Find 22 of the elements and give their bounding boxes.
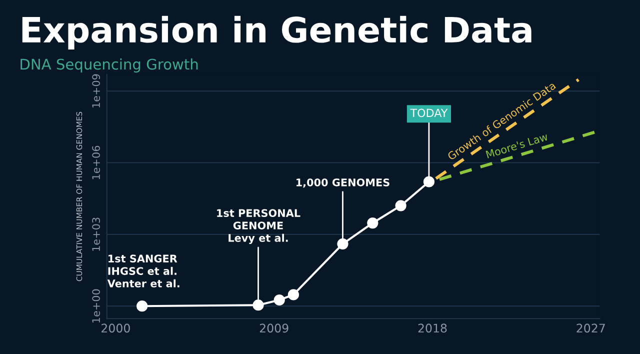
point [252,300,264,311]
y-tick-label: 1e+09 [92,74,100,108]
point [288,289,299,300]
chart-title: Expansion in Genetic Data [22,16,532,50]
annotation: 1st PERSONAL GENOME Levy et al. [217,209,300,244]
annotation: 1st SANGER IHGSC et al. Venter et al. [107,254,180,288]
y-tick-label: 1e+03 [92,218,100,251]
x-tick-label: 2018 [418,324,447,333]
point [423,176,435,188]
y-tick-label: 1e+06 [92,146,100,180]
y-tick-label: 1e+00 [92,289,100,322]
annotation: 1,000 GENOMES [296,178,390,188]
x-tick-label: 2009 [260,324,288,333]
chart-subtitle: DNA Sequencing Growth [20,58,198,73]
point [367,217,378,229]
x-tick-label: 2027 [576,324,605,333]
annotation: TODAY [410,108,448,118]
point [136,300,148,312]
x-tick-label: 2000 [102,324,130,333]
point [274,294,285,306]
point [337,238,348,250]
point [395,200,406,212]
